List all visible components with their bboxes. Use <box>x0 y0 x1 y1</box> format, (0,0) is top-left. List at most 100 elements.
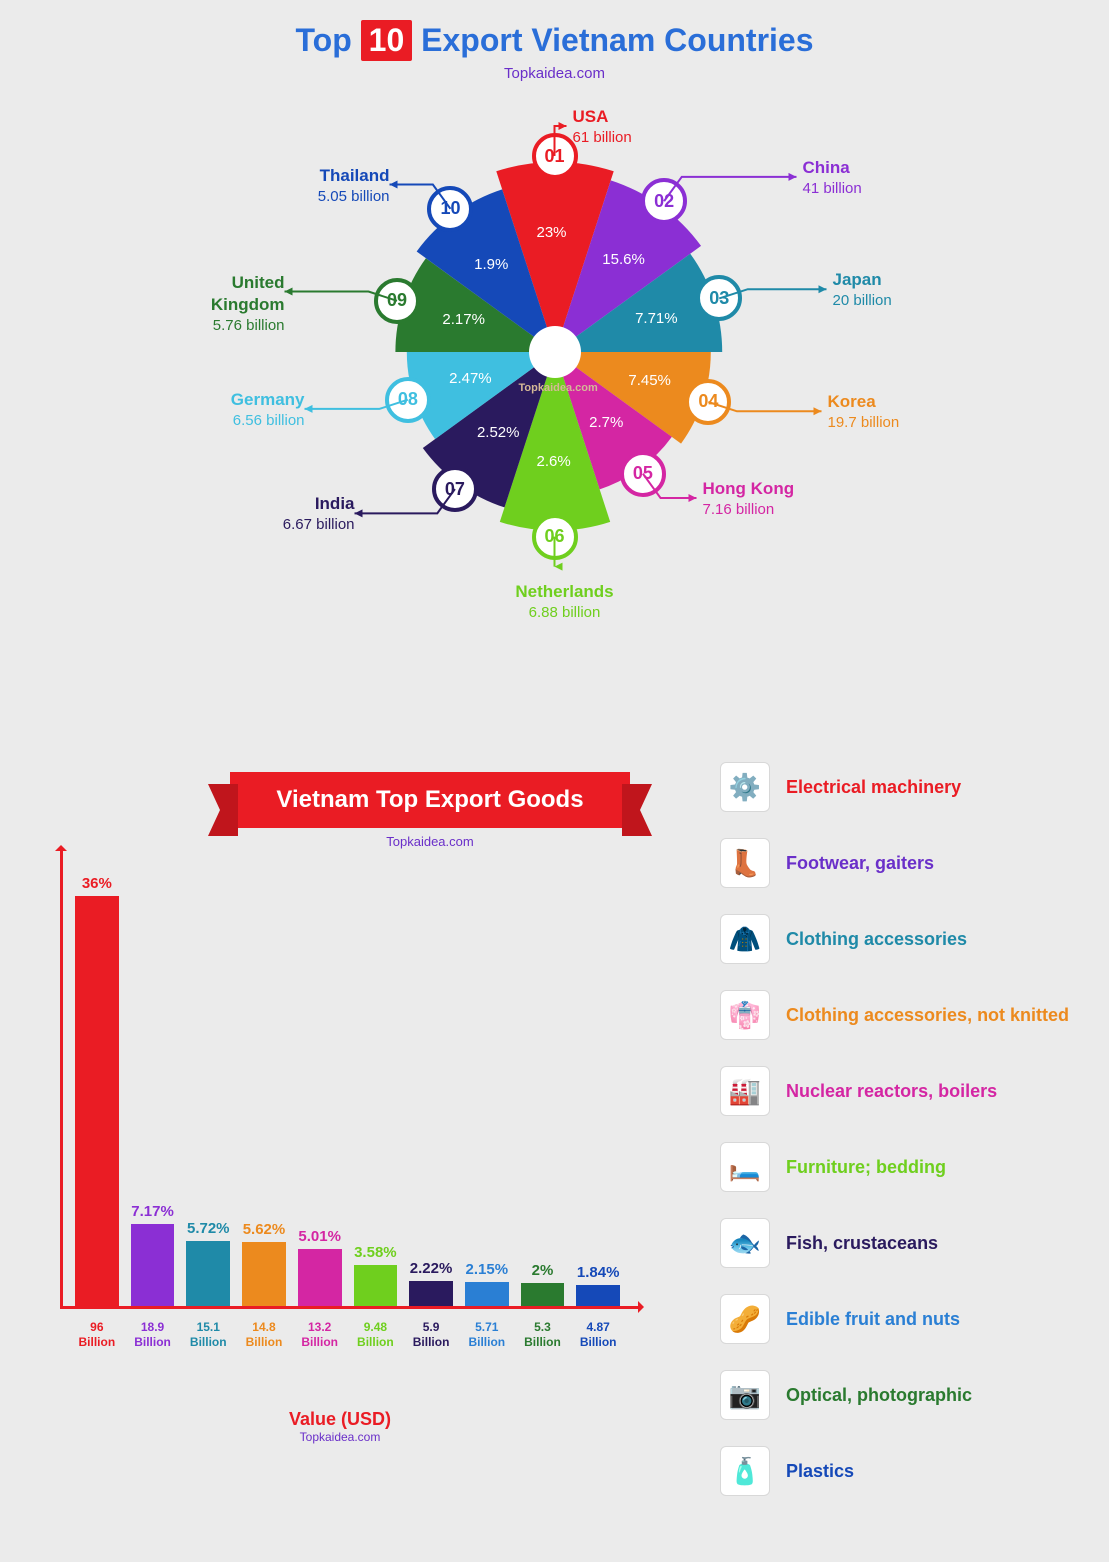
x-tick: 4.87Billion <box>576 1320 620 1349</box>
legend-label: Clothing accessories <box>786 929 967 950</box>
country-name: Japan <box>833 269 963 291</box>
x-tick: 15.1Billion <box>186 1320 230 1349</box>
country-value: 5.05 billion <box>260 187 390 207</box>
x-tick: 5.3Billion <box>521 1320 565 1349</box>
bar-rect <box>521 1283 565 1306</box>
legend-icon: 🧴 <box>720 1446 770 1496</box>
country-name: Netherlands <box>500 581 630 603</box>
bar-rect <box>131 1224 175 1306</box>
title-badge: 10 <box>361 20 413 61</box>
bar-column: 3.58% <box>354 1244 398 1306</box>
rank-badge: 05 <box>620 451 666 497</box>
legend-row: 🐟 Fish, crustaceans <box>720 1218 1109 1268</box>
bar-pct: 2% <box>532 1262 554 1279</box>
legend-row: 🛏️ Furniture; bedding <box>720 1142 1109 1192</box>
country-label: Thailand5.05 billion <box>260 165 390 207</box>
bar-pct: 2.15% <box>466 1261 509 1278</box>
legend-icon: 🐟 <box>720 1218 770 1268</box>
legend-label: Fish, crustaceans <box>786 1233 938 1254</box>
bar-rect <box>242 1242 286 1306</box>
bar-pct: 7.17% <box>131 1203 174 1220</box>
rank-badge: 06 <box>532 514 578 560</box>
bar-chart: Percentage 36%7.17%5.72%5.62%5.01%3.58%2… <box>0 849 640 1369</box>
country-name: Korea <box>828 391 958 413</box>
bar-column: 5.01% <box>298 1228 342 1306</box>
slice-pct: 7.71% <box>635 310 678 327</box>
rank-badge: 10 <box>427 186 473 232</box>
legend-icon: ⚙️ <box>720 762 770 812</box>
legend-row: 🏭Nuclear reactors, boilers <box>720 1066 1109 1116</box>
x-tick: 13.2Billion <box>298 1320 342 1349</box>
slice-pct: 2.17% <box>442 311 485 328</box>
slice-pct: 7.45% <box>628 372 671 389</box>
pie-chart: 23%01USA61 billion15.6%02China41 billion… <box>0 82 1109 762</box>
banner-title: Vietnam Top Export Goods <box>230 772 630 828</box>
bar-column: 5.62% <box>242 1221 286 1306</box>
legend-icon: 🧥 <box>720 914 770 964</box>
y-axis <box>60 849 63 1309</box>
legend-label: Clothing accessories, not knitted <box>786 1005 1069 1026</box>
bar-column: 2% <box>521 1262 565 1306</box>
legend-label: Optical, photographic <box>786 1385 972 1406</box>
page-title: Top 10 Export Vietnam Countries <box>0 20 1109 61</box>
bar-column: 1.84% <box>576 1264 620 1306</box>
legend-icon: 🥜 <box>720 1294 770 1344</box>
title-post: Export Vietnam Countries <box>421 22 813 58</box>
country-name: USA <box>573 106 703 128</box>
banner-sub: Topkaidea.com <box>230 834 630 849</box>
bar-pct: 5.72% <box>187 1220 230 1237</box>
pie-svg <box>345 142 765 562</box>
bar-column: 2.15% <box>465 1261 509 1306</box>
legend-row: 📷Optical, photographic <box>720 1370 1109 1420</box>
legend-row: ⚙️ Electrical machinery <box>720 762 1109 812</box>
legend-row: 🧴Plastics <box>720 1446 1109 1496</box>
country-value: 19.7 billion <box>828 413 958 433</box>
slice-pct: 23% <box>537 224 567 241</box>
bar-rect <box>465 1282 509 1306</box>
legend-row: 🥜Edible fruit and nuts <box>720 1294 1109 1344</box>
bar-column: 2.22% <box>409 1260 453 1306</box>
legend-icon: 🛏️ <box>720 1142 770 1192</box>
country-label: Hong Kong7.16 billion <box>703 478 833 520</box>
slice-pct: 2.52% <box>477 424 520 441</box>
bar-pct: 5.01% <box>298 1228 341 1245</box>
legend: ⚙️Electrical machinery👢Footwear, gaiters… <box>720 762 1109 1522</box>
country-name: Hong Kong <box>703 478 833 500</box>
bar-rect <box>354 1265 398 1306</box>
legend-label: Furniture; bedding <box>786 1157 946 1178</box>
legend-icon: 🏭 <box>720 1066 770 1116</box>
country-label: Netherlands6.88 billion <box>500 581 630 623</box>
x-tick: 9.48Billion <box>354 1320 398 1349</box>
country-value: 5.76 billion <box>155 316 285 336</box>
bar-pct: 36% <box>82 875 112 892</box>
bar-rect <box>75 896 119 1306</box>
slice-pct: 2.6% <box>537 453 571 470</box>
bar-rect <box>298 1249 342 1306</box>
bar-pct: 2.22% <box>410 1260 453 1277</box>
country-name: United Kingdom <box>155 272 285 316</box>
legend-row: 👘Clothing accessories, not knitted <box>720 990 1109 1040</box>
legend-label: Electrical machinery <box>786 777 961 798</box>
banner: Vietnam Top Export Goods Topkaidea.com <box>230 772 630 849</box>
slice-pct: 2.7% <box>589 414 623 431</box>
country-value: 41 billion <box>803 179 933 199</box>
title-pre: Top <box>295 22 351 58</box>
country-label: Japan20 billion <box>833 269 963 311</box>
country-label: India6.67 billion <box>225 493 355 535</box>
pie-hub <box>529 326 581 378</box>
x-tick: 5.71Billion <box>465 1320 509 1349</box>
x-axis-sub: Topkaidea.com <box>0 1430 680 1444</box>
rank-badge: 01 <box>532 133 578 179</box>
country-value: 7.16 billion <box>703 500 833 520</box>
legend-label: Footwear, gaiters <box>786 853 934 874</box>
country-label: Korea19.7 billion <box>828 391 958 433</box>
slice-pct: 2.47% <box>449 370 492 387</box>
bar-pct: 3.58% <box>354 1244 397 1261</box>
country-label: USA61 billion <box>573 106 703 148</box>
x-axis <box>60 1306 640 1309</box>
title-subtitle: Topkaidea.com <box>0 65 1109 82</box>
bar-pct: 5.62% <box>243 1221 286 1238</box>
rank-badge: 02 <box>641 178 687 224</box>
rank-badge: 07 <box>432 466 478 512</box>
country-name: Thailand <box>260 165 390 187</box>
